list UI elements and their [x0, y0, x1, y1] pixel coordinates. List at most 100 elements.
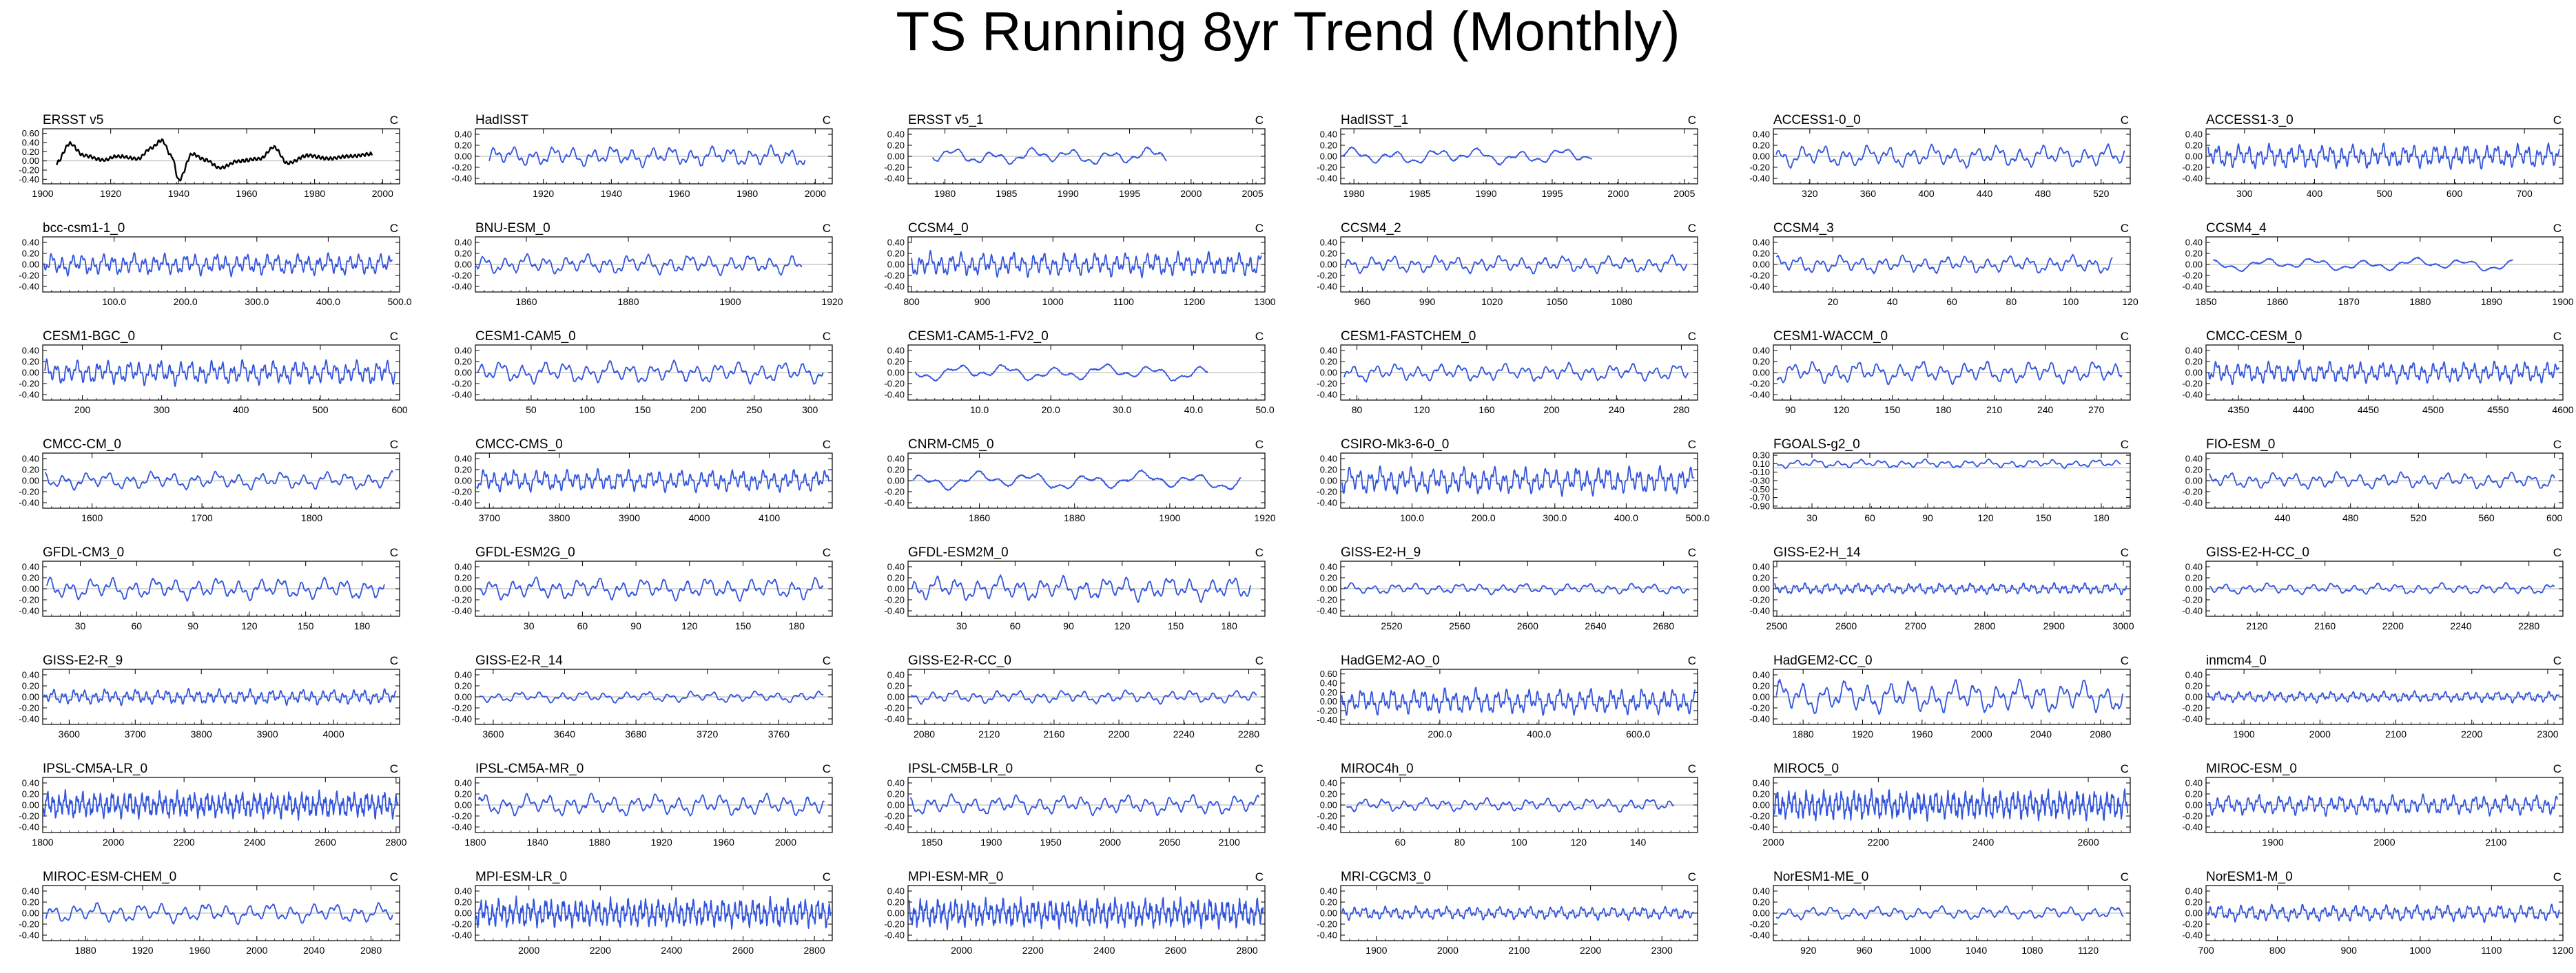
series-line	[1775, 143, 2125, 169]
x-tick-label: 20.0	[1042, 404, 1060, 415]
x-tick-label: 4450	[2358, 404, 2379, 415]
y-tick-label: -0.40	[19, 282, 39, 292]
x-tick-label: 1200	[1184, 296, 1205, 307]
y-tick-label: 0.20	[1320, 357, 1337, 367]
y-tick-label: 0.20	[2185, 789, 2203, 799]
panel-units: C	[2553, 330, 2562, 343]
y-tick-label: -0.20	[451, 379, 472, 389]
series-line	[2207, 359, 2560, 386]
x-tick-label: 100	[2063, 296, 2079, 307]
x-tick-label: 2100	[2385, 729, 2407, 740]
chart-panel: CESM1-CAM5-1-FV2_0 C 0.400.200.00-0.20-0.4…	[884, 329, 1274, 415]
y-tick-label: 0.20	[22, 897, 39, 908]
x-tick-label: 2240	[1173, 729, 1195, 740]
x-tick-label: 200	[1543, 404, 1560, 415]
y-tick-label: -0.20	[1317, 595, 1337, 605]
x-tick-label: 1860	[515, 296, 537, 307]
series-line	[477, 359, 824, 385]
x-tick-label: 400.0	[316, 296, 340, 307]
x-tick-label: 1840	[527, 837, 548, 848]
x-tick-label: 200.0	[1428, 729, 1452, 740]
x-tick-label: 1020	[1481, 296, 1503, 307]
panel-units: C	[2553, 762, 2562, 775]
y-tick-label: -0.40	[1317, 822, 1337, 833]
x-tick-label: 500	[312, 404, 329, 415]
y-tick-label: -0.40	[19, 390, 39, 400]
y-tick-label: 0.20	[1320, 140, 1337, 151]
panel-title: CESM1-WACCM_0	[1773, 329, 1888, 344]
y-tick-label: 0.00	[1320, 696, 1337, 707]
x-tick-label: 30	[956, 620, 967, 631]
x-tick-label: 1100	[1113, 296, 1134, 307]
x-tick-label: 2680	[1653, 620, 1674, 631]
y-tick-label: -0.30	[1749, 476, 1770, 486]
chart-panel: GISS-E2-R_9 C 0.400.200.00-0.20-0.40 3600 37…	[19, 653, 400, 740]
panel-title: MPI-ESM-MR_0	[908, 870, 1003, 884]
y-tick-label: 0.40	[22, 454, 39, 464]
chart-panel: MPI-ESM-MR_0 C 0.400.200.00-0.20-0.40 2000 2…	[884, 870, 1266, 956]
y-tick-label: 0.20	[887, 573, 905, 583]
panel-units: C	[2121, 114, 2129, 127]
y-tick-label: -0.40	[1749, 390, 1770, 400]
y-tick-label: 0.40	[887, 129, 905, 140]
y-tick-label: -0.40	[2182, 930, 2203, 941]
x-tick-label: 150	[735, 620, 752, 631]
x-tick-label: 1900	[2263, 837, 2284, 848]
x-tick-label: 150	[635, 404, 651, 415]
panel-units: C	[823, 114, 831, 127]
panel-units: C	[1255, 762, 1264, 775]
x-tick-label: 3800	[191, 729, 212, 740]
y-tick-label: 0.40	[887, 670, 905, 680]
y-tick-label: -0.40	[2182, 606, 2203, 616]
panel-units: C	[2121, 762, 2129, 775]
chart-panel: CMCC-CESM_0 C 0.400.200.00-0.20-0.40 4350 44…	[2182, 329, 2573, 415]
y-tick-label: -0.10	[1749, 467, 1770, 477]
y-tick-label: 0.40	[2185, 346, 2203, 356]
x-tick-label: 2160	[2314, 620, 2336, 631]
chart-panel: GISS-E2-H_14 C 0.400.200.00-0.20-0.40 2500 2…	[1749, 545, 2134, 631]
x-tick-label: 2800	[1974, 620, 1995, 631]
y-tick-label: 0.00	[22, 368, 39, 378]
x-tick-label: 500	[2376, 188, 2393, 199]
y-tick-label: 0.00	[1753, 260, 1770, 270]
x-tick-label: 10.0	[970, 404, 989, 415]
y-tick-label: 0.00	[887, 800, 905, 810]
x-tick-label: 2280	[1238, 729, 1259, 740]
x-tick-label: 1050	[1546, 296, 1567, 307]
panel-units: C	[1688, 330, 1696, 343]
y-tick-label: 0.40	[2185, 778, 2203, 788]
series-line	[911, 689, 1257, 705]
x-tick-label: 1880	[589, 837, 610, 848]
y-tick-label: -0.40	[451, 174, 472, 184]
y-tick-label: 0.40	[1753, 562, 1770, 572]
chart-panel: BNU-ESM_0 C 0.400.200.00-0.20-0.40 1860 1880…	[451, 221, 843, 307]
y-tick-label: -0.40	[451, 606, 472, 616]
x-tick-label: 30	[1806, 512, 1817, 523]
x-tick-label: 1980	[304, 188, 325, 199]
x-tick-label: 1990	[1058, 188, 1079, 199]
y-tick-label: 0.20	[887, 897, 905, 908]
y-tick-label: 0.40	[22, 562, 39, 572]
x-tick-label: 180	[1222, 620, 1238, 631]
y-tick-label: -0.40	[19, 498, 39, 508]
x-tick-label: 2600	[1165, 945, 1186, 956]
series-line	[1341, 465, 1695, 497]
chart-panel: HadISST C 0.400.200.00-0.20-0.40 1920 1940 19…	[451, 113, 833, 199]
x-tick-label: 3600	[482, 729, 504, 740]
y-tick-label: 0.20	[2185, 681, 2203, 691]
x-tick-label: 440	[1977, 188, 1993, 199]
panel-title: HadGEM2-CC_0	[1773, 653, 1873, 668]
y-tick-label: -0.20	[884, 703, 905, 713]
y-tick-label: -0.40	[1317, 498, 1337, 508]
panel-units: C	[2121, 330, 2129, 343]
x-tick-label: 1040	[1966, 945, 1987, 956]
y-tick-label: -0.20	[19, 811, 39, 822]
y-tick-label: 0.00	[22, 260, 39, 270]
y-tick-label: -0.20	[884, 595, 905, 605]
chart-panel: inmcm4_0 C 0.400.200.00-0.20-0.40 1900 2000 2…	[2182, 653, 2564, 740]
y-tick-label: 0.20	[22, 147, 39, 157]
x-tick-label: 2200	[1022, 945, 1044, 956]
x-tick-label: 1890	[2481, 296, 2502, 307]
x-tick-label: 2600	[732, 945, 754, 956]
y-tick-label: 0.00	[22, 800, 39, 810]
